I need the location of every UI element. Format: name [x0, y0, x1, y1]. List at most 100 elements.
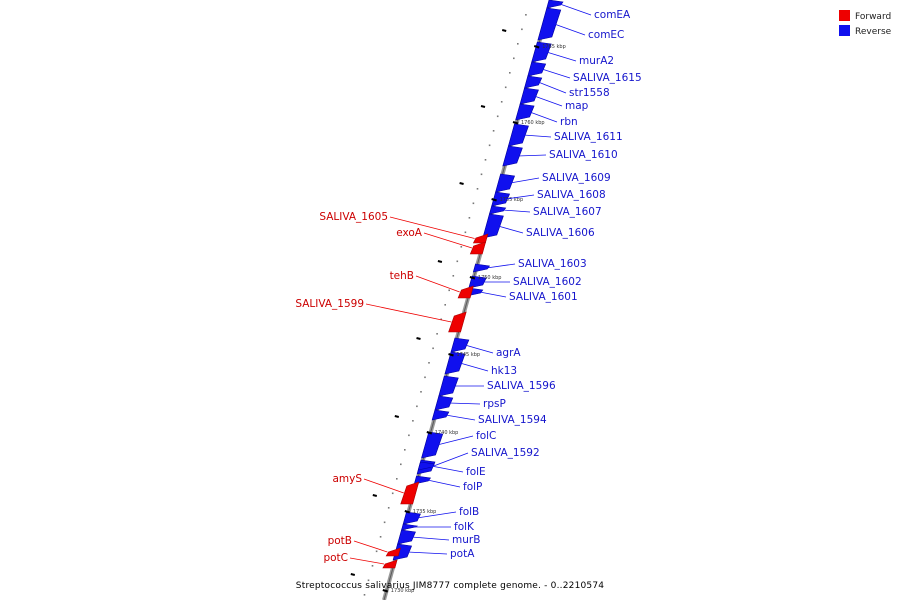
gene-label: folC — [476, 430, 496, 442]
gene-feature-amyS[interactable] — [400, 481, 420, 505]
scale-tick-mark — [501, 29, 507, 32]
minor-tick-mark — [424, 376, 426, 379]
minor-tick-mark — [488, 144, 491, 147]
gene-arrow — [524, 75, 543, 89]
gene-label: SALIVA_1605 — [319, 211, 388, 223]
gene-label: SALIVA_1615 — [573, 72, 642, 84]
gene-leader-line — [365, 303, 452, 323]
gene-arrow — [519, 87, 539, 105]
gene-leader-line — [437, 435, 474, 446]
gene-arrow — [382, 559, 398, 569]
gene-label: folP — [463, 481, 482, 493]
minor-tick-mark — [367, 579, 370, 582]
gene-arrow — [491, 191, 511, 207]
gene-leader-line — [363, 478, 404, 494]
scale-tick-mark — [469, 276, 476, 280]
gene-feature-SALIVA_1596[interactable] — [438, 375, 459, 397]
gene-feature-hk13[interactable] — [444, 351, 466, 375]
gene-feature-murB[interactable] — [397, 529, 416, 545]
gene-feature-SALIVA_1603[interactable] — [472, 263, 491, 273]
gene-arrow — [502, 145, 523, 167]
gene-arrow — [448, 311, 467, 333]
gene-leader-line — [431, 465, 464, 473]
gene-feature-SALIVA_1606[interactable] — [482, 213, 504, 239]
gene-feature-SALIVA_1615[interactable] — [527, 61, 547, 77]
minor-tick-mark — [440, 318, 442, 321]
scale-tick-label: 1750 kbp — [478, 275, 502, 281]
gene-feature-exoA[interactable] — [469, 241, 487, 255]
gene-leader-line — [486, 263, 516, 269]
gene-feature-SALIVA_1609[interactable] — [495, 173, 516, 193]
gene-label: potA — [450, 548, 475, 560]
gene-feature-folB[interactable] — [402, 511, 421, 525]
scale-tick-mark — [426, 431, 433, 435]
genome-caption: Streptococcus salivarius JIM8777 complet… — [296, 581, 604, 591]
minor-tick-mark — [476, 188, 479, 190]
gene-leader-line — [464, 344, 494, 354]
gene-arrow — [488, 205, 507, 215]
scale-tick-mark — [437, 260, 443, 263]
gene-feature-potB[interactable] — [385, 547, 401, 557]
gene-leader-line — [502, 209, 531, 213]
gene-feature-folE[interactable] — [417, 461, 435, 471]
gene-label: SALIVA_1596 — [487, 380, 556, 392]
minor-tick-mark — [412, 420, 414, 422]
gene-feature-potC[interactable] — [382, 559, 398, 569]
gene-leader-line — [510, 177, 540, 184]
gene-features — [382, 0, 564, 569]
gene-feature-SALIVA_1607[interactable] — [488, 205, 507, 215]
minor-tick-mark — [468, 217, 471, 219]
gene-leader-line — [534, 95, 563, 107]
gene-feature-SALIVA_1599[interactable] — [448, 311, 467, 333]
scale-ticks: 1765 kbp 1760 kbp 1755 kbp 1750 kbp 1745 kbp… — [350, 29, 566, 594]
gene-feature-SALIVA_1611[interactable] — [507, 123, 529, 147]
gene-feature-comEA[interactable] — [546, 0, 564, 9]
scale-tick-mark — [480, 105, 486, 108]
gene-feature-map[interactable] — [519, 87, 539, 105]
minor-tick-mark — [496, 115, 499, 118]
scale-tick-label: 1755 kbp — [500, 197, 524, 203]
gene-label: amyS — [332, 473, 362, 485]
gene-leader-line — [497, 225, 524, 234]
gene-feature-rbn[interactable] — [515, 103, 535, 121]
gene-feature-comEC[interactable] — [537, 7, 562, 41]
minor-tick-mark — [400, 463, 402, 466]
gene-leader-line — [353, 540, 388, 553]
gene-feature-rpsP[interactable] — [434, 395, 454, 411]
gene-label: SALIVA_1599 — [295, 298, 364, 310]
gene-leader-line — [546, 51, 577, 62]
gene-leader-line — [505, 194, 535, 200]
gene-feature-str1558[interactable] — [524, 75, 543, 89]
gene-feature-agrA[interactable] — [450, 337, 470, 353]
gene-leader-line — [427, 479, 461, 488]
minor-tick-mark — [436, 333, 438, 335]
gene-label: potB — [328, 535, 352, 547]
gene-label: hk13 — [491, 365, 517, 377]
gene-arrow — [495, 173, 516, 193]
gene-feature-SALIVA_1610[interactable] — [502, 145, 523, 167]
minor-tick-mark — [456, 260, 459, 263]
gene-arrow — [397, 529, 416, 545]
minor-tick-mark — [396, 478, 398, 480]
gene-feature-tehB[interactable] — [457, 285, 474, 299]
minor-tick-mark — [504, 86, 507, 89]
minor-tick-mark — [464, 231, 467, 234]
gene-label: SALIVA_1606 — [526, 227, 595, 239]
scale-tick-mark — [459, 182, 464, 185]
minor-tick-mark — [420, 391, 422, 393]
gene-feature-SALIVA_1605[interactable] — [472, 233, 489, 244]
legend-forward-label: Forward — [855, 12, 891, 22]
gene-feature-SALIVA_1608[interactable] — [491, 191, 511, 207]
scale-tick-mark — [416, 337, 421, 340]
scale-tick-mark — [491, 198, 497, 202]
gene-feature-folC[interactable] — [421, 431, 444, 459]
gene-label: folK — [454, 521, 475, 533]
gene-label: tehB — [390, 270, 414, 282]
minor-tick-mark — [383, 521, 386, 524]
minor-tick-mark — [525, 14, 527, 16]
gene-feature-SALIVA_1594[interactable] — [431, 409, 450, 421]
gene-leader-line — [349, 557, 385, 565]
minor-tick-mark — [387, 507, 390, 509]
gene-leader-line — [541, 68, 571, 79]
